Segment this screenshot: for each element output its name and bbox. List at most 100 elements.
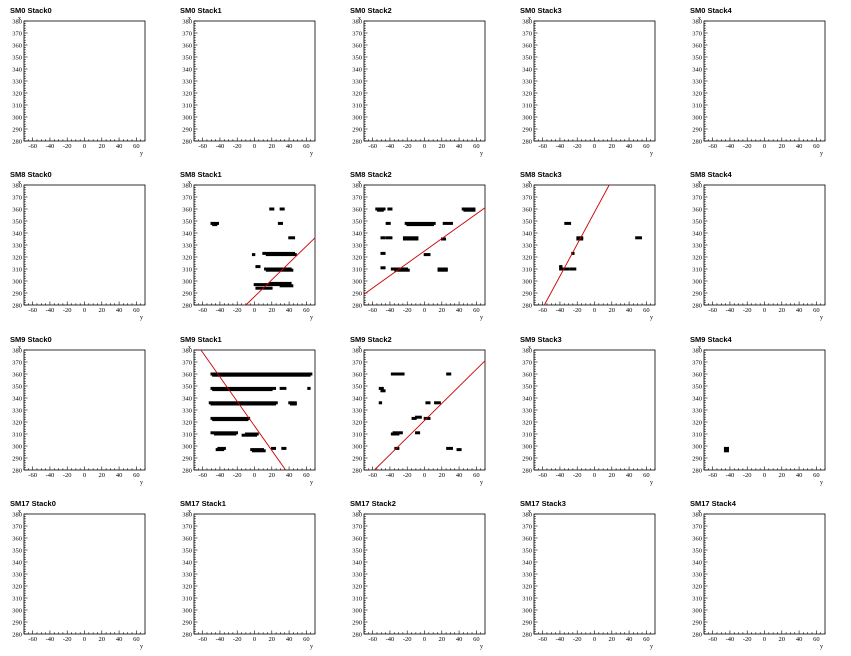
data-hit (251, 449, 266, 453)
y-axis-label: x (698, 16, 701, 22)
y-tick-label: 290 (522, 126, 532, 133)
y-tick-label: 300 (182, 278, 192, 285)
x-tick-label: 20 (269, 636, 276, 643)
x-tick-label: -20 (573, 636, 582, 643)
x-tick-label: -60 (708, 472, 717, 479)
y-tick-label: 350 (692, 383, 702, 390)
panel-title: SM0 Stack1 (180, 6, 222, 15)
y-tick-label: 350 (522, 54, 532, 61)
panel-title: SM8 Stack0 (10, 170, 52, 179)
y-tick-label: 350 (692, 54, 702, 61)
x-tick-label: 40 (286, 143, 293, 150)
y-tick-label: 310 (692, 595, 702, 602)
x-tick-label: -40 (556, 307, 565, 314)
x-tick-label: 20 (779, 143, 786, 150)
y-tick-label: 380 (12, 511, 22, 518)
x-axis-label: y (480, 480, 483, 486)
panel-sm9-stack3: SM9 Stack3 -60 -40 -20 0 20 40 60y 280 290 300 310 3… (520, 335, 656, 486)
x-tick-label: 60 (813, 472, 820, 479)
y-tick-label: 380 (182, 18, 192, 25)
y-tick-label: 290 (12, 290, 22, 297)
x-tick-label: 60 (643, 307, 650, 314)
x-tick-label: -60 (538, 307, 547, 314)
y-tick-label: 320 (352, 90, 362, 97)
panel-sm8-stack0: SM8 Stack0 -60 -40 -20 0 20 40 60y 280 290 300 310 3… (10, 170, 146, 321)
x-tick-label: -40 (556, 143, 565, 150)
x-tick-label: 40 (796, 636, 803, 643)
x-tick-label: -40 (46, 636, 55, 643)
y-tick-label: 280 (12, 138, 22, 145)
y-tick-label: 360 (522, 206, 532, 213)
y-axis-label: x (528, 16, 531, 22)
x-tick-label: 0 (763, 472, 766, 479)
data-hit (265, 268, 294, 272)
y-tick-label: 290 (352, 126, 362, 133)
y-tick-label: 340 (12, 395, 22, 402)
x-tick-label: 0 (593, 636, 596, 643)
data-hit (215, 448, 225, 452)
x-axis-label: y (650, 480, 653, 486)
y-tick-label: 350 (522, 218, 532, 225)
y-tick-label: 320 (182, 419, 192, 426)
y-tick-label: 330 (182, 407, 192, 414)
x-tick-label: 0 (763, 143, 766, 150)
y-tick-label: 360 (12, 371, 22, 378)
y-tick-label: 360 (692, 206, 702, 213)
x-tick-label: -20 (573, 472, 582, 479)
x-axis-label: y (140, 644, 143, 650)
x-tick-label: -40 (556, 472, 565, 479)
panel-title: SM17 Stack4 (690, 499, 737, 508)
x-tick-label: -20 (63, 472, 72, 479)
x-tick-label: 20 (269, 143, 276, 150)
y-tick-label: 370 (12, 30, 22, 37)
x-tick-label: 60 (473, 472, 480, 479)
data-hit (241, 433, 258, 437)
plot-frame (703, 513, 826, 635)
y-tick-label: 290 (692, 290, 702, 297)
y-tick-label: 360 (182, 371, 192, 378)
panel-sm8-stack3: SM8 Stack3 -60 -40 -20 0 20 40 60y 280 290 300 310 3… (520, 170, 656, 321)
y-tick-label: 350 (182, 218, 192, 225)
plot-frame (363, 184, 486, 306)
plot-frame (363, 513, 486, 635)
plot-frame (23, 184, 146, 306)
y-tick-label: 370 (692, 30, 702, 37)
data-hit (411, 416, 417, 420)
y-tick-label: 340 (692, 66, 702, 73)
x-tick-label: 0 (593, 472, 596, 479)
y-axis-label: x (698, 509, 701, 515)
y-tick-label: 290 (12, 455, 22, 462)
data-hit (635, 236, 642, 240)
panel-title: SM0 Stack0 (10, 6, 52, 15)
y-tick-label: 360 (692, 535, 702, 542)
y-tick-label: 310 (182, 102, 192, 109)
y-tick-label: 280 (12, 631, 22, 638)
y-tick-label: 330 (692, 407, 702, 414)
y-tick-label: 360 (352, 42, 362, 49)
data-hit (281, 446, 287, 450)
x-tick-label: 40 (626, 143, 633, 150)
plot-frame (533, 349, 656, 471)
data-hit (210, 402, 277, 406)
y-tick-label: 280 (352, 631, 362, 638)
y-tick-label: 290 (352, 619, 362, 626)
y-tick-label: 330 (692, 242, 702, 249)
panel-sm17-stack3: SM17 Stack3 -60 -40 -20 0 20 40 60y 280 290 300 310… (520, 499, 656, 650)
y-tick-label: 320 (692, 254, 702, 261)
y-tick-label: 370 (182, 194, 192, 201)
data-hit (434, 401, 441, 405)
x-tick-label: 0 (83, 143, 86, 150)
y-tick-label: 310 (12, 266, 22, 273)
x-tick-label: 40 (286, 472, 293, 479)
x-tick-label: 0 (253, 307, 256, 314)
y-tick-label: 360 (692, 371, 702, 378)
x-tick-label: -20 (233, 307, 242, 314)
y-tick-label: 350 (12, 547, 22, 554)
y-tick-label: 360 (182, 206, 192, 213)
x-tick-label: 0 (83, 636, 86, 643)
y-tick-label: 310 (182, 266, 192, 273)
y-tick-label: 380 (692, 182, 702, 189)
y-tick-label: 330 (12, 407, 22, 414)
x-tick-label: -60 (28, 472, 37, 479)
x-tick-label: -60 (198, 472, 207, 479)
